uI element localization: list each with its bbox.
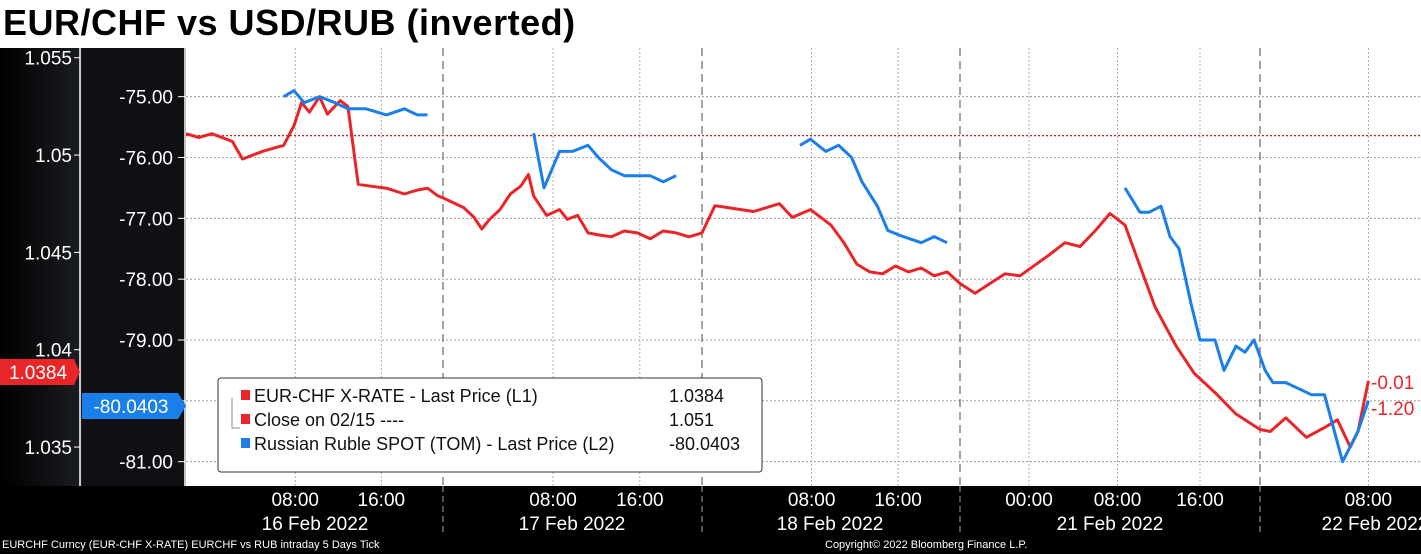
legend-swatch [241, 390, 250, 400]
series-line-segment [282, 89, 428, 117]
x-time-label: 16:00 [1176, 490, 1224, 511]
left-axis-tick-label: 1.035 [24, 438, 72, 459]
end-label-rub: -1.20 [1371, 399, 1414, 420]
right-axis-tick-label: -77.00 [119, 209, 173, 230]
legend-entry-name: EUR-CHF X-RATE - Last Price (L1) [254, 386, 538, 406]
footer-copyright: Copyright© 2022 Bloomberg Finance L.P. [825, 539, 1028, 551]
x-axis-panel [186, 486, 1421, 536]
series-usd-rub [282, 89, 1370, 464]
title-bar: EUR/CHF vs USD/RUB (inverted) [0, 0, 1421, 48]
series-line-segment [799, 137, 948, 245]
x-day-label: 18 Feb 2022 [777, 514, 884, 535]
right-axis-tick-label: -76.00 [119, 149, 173, 170]
right-axis-panel [82, 48, 186, 486]
end-label-eurchf: -0.01 [1371, 373, 1414, 394]
legend-swatch [241, 414, 250, 424]
x-time-label: 00:00 [1005, 490, 1053, 511]
right-axis-tick-label: -81.00 [119, 453, 173, 474]
legend-entry-value: -80.0403 [669, 434, 740, 454]
footer-source: EURCHF Curncy (EUR-CHF X-RATE) EURCHF vs… [2, 539, 380, 551]
x-time-label: 08:00 [1094, 490, 1142, 511]
legend-entry-value: 1.0384 [669, 386, 724, 406]
legend-entry-name: Close on 02/15 ---- [254, 410, 404, 430]
series-layer [185, 89, 1370, 464]
left-axis-tick-label: 1.045 [24, 243, 72, 264]
right-value-badge [82, 393, 186, 419]
series-line-segment [532, 132, 677, 190]
x-time-label: 16:00 [874, 490, 922, 511]
x-time-label: 08:00 [788, 490, 836, 511]
right-value-badge-label: -80.0403 [93, 397, 168, 418]
legend-entry-value: 1.051 [669, 410, 714, 430]
legend-swatch [241, 438, 250, 448]
x-day-label: 16 Feb 2022 [262, 514, 369, 535]
left-axis-tick-label: 1.04 [35, 341, 72, 362]
left-axis-tick-label: 1.055 [24, 49, 72, 70]
legend-entry-name: Russian Ruble SPOT (TOM) - Last Price (L… [254, 434, 614, 454]
series-line-segment [185, 95, 1370, 449]
x-time-label: 08:00 [271, 490, 319, 511]
legend: EUR-CHF X-RATE - Last Price (L1) 1.0384 Cl… [217, 377, 763, 473]
x-day-label: 21 Feb 2022 [1057, 514, 1164, 535]
badges-layer: 1.0384 -80.0403 -0.01 -1.20 [0, 359, 1414, 420]
left-axis-tick-label: 1.05 [35, 146, 72, 167]
series-line-segment [1123, 187, 1370, 464]
x-time-label: 16:00 [358, 490, 406, 511]
left-axis-panel [0, 48, 82, 486]
right-axis-tick-label: -75.00 [119, 88, 173, 109]
left-value-badge-label: 1.0384 [9, 363, 68, 384]
legend-box [217, 377, 763, 473]
x-time-label: 08:00 [529, 490, 577, 511]
left-value-badge [0, 359, 80, 385]
right-axis-tick-label: -78.00 [119, 270, 173, 291]
x-time-label: 16:00 [616, 490, 664, 511]
x-day-label: 17 Feb 2022 [519, 514, 626, 535]
x-day-label: 22 Feb 2022 [1322, 514, 1421, 535]
legend-bracket [231, 398, 240, 429]
series-eur-chf [185, 95, 1370, 449]
axes-layer: -75.00-76.00-77.00-78.00-79.00-80.00-81.… [24, 48, 1421, 536]
x-time-label: 08:00 [1345, 490, 1393, 511]
chart-title: EUR/CHF vs USD/RUB (inverted) [3, 2, 576, 43]
right-axis-tick-label: -79.00 [119, 331, 173, 352]
chart-canvas: -75.00-76.00-77.00-78.00-79.00-80.00-81.… [0, 48, 1421, 536]
